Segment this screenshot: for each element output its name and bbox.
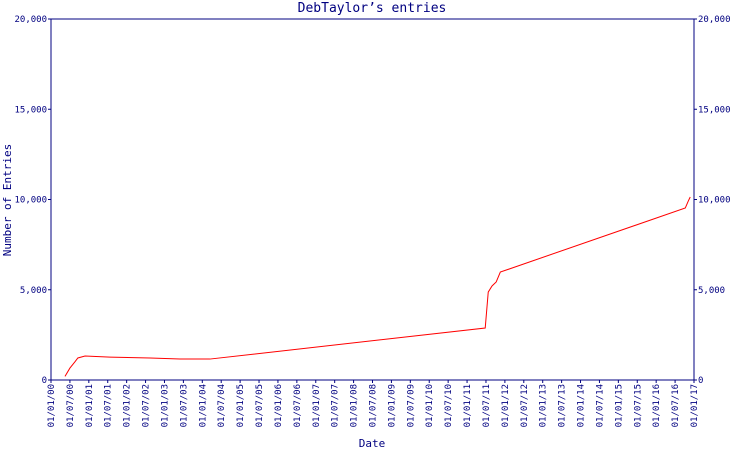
y-tick-label: 5,000 — [20, 286, 47, 296]
x-tick-label: 01/01/00 — [47, 384, 57, 427]
x-tick-label: 01/07/09 — [406, 384, 416, 427]
x-tick-label: 01/01/05 — [236, 384, 246, 427]
x-tick-label: 01/01/06 — [274, 384, 284, 427]
plot-frame — [50, 18, 695, 381]
y-tick-label: 10,000 — [14, 196, 47, 206]
x-tick-label: 01/01/14 — [577, 384, 587, 427]
x-tick-label: 01/01/12 — [501, 384, 511, 427]
x-tick-label: 01/01/09 — [387, 384, 397, 427]
y-tick-label: 20,000 — [14, 15, 47, 25]
y-tick-label: 15,000 — [14, 105, 47, 115]
x-tick-label: 01/01/03 — [160, 384, 170, 427]
x-tick-label: 01/01/10 — [425, 384, 435, 427]
x-tick-label: 01/07/16 — [671, 384, 681, 427]
x-tick-label: 01/01/08 — [350, 384, 360, 427]
x-tick-label: 01/07/05 — [255, 384, 265, 427]
x-axis-title: Date — [359, 437, 386, 450]
x-tick-label: 01/01/15 — [614, 384, 624, 427]
x-tick-label: 01/07/10 — [444, 384, 454, 427]
x-tick-label: 01/01/17 — [690, 384, 700, 427]
y2-tick-label: 5,000 — [698, 286, 725, 296]
x-tick-label: 01/07/01 — [104, 384, 114, 427]
x-tick-label: 01/07/06 — [293, 384, 303, 427]
x-tick-label: 01/01/13 — [539, 384, 549, 427]
x-tick-label: 01/01/04 — [198, 384, 208, 427]
x-tick-label: 01/07/13 — [558, 384, 568, 427]
x-tick-label: 01/01/02 — [123, 384, 133, 427]
y2-tick-label: 0 — [698, 376, 703, 386]
x-tick-label: 01/07/03 — [179, 384, 189, 427]
y2-tick-label: 10,000 — [698, 196, 731, 206]
x-tick-label: 01/07/04 — [217, 384, 227, 427]
data-line — [64, 196, 691, 377]
x-tick-label: 01/07/15 — [633, 384, 643, 427]
y2-tick-label: 20,000 — [698, 15, 731, 25]
x-tick-label: 01/07/07 — [331, 384, 341, 427]
y-tick-label: 0 — [42, 376, 47, 386]
x-tick-label: 01/07/08 — [369, 384, 379, 427]
x-tick-label: 01/07/12 — [520, 384, 530, 427]
x-tick-label: 01/07/11 — [482, 384, 492, 427]
x-tick-label: 01/01/11 — [463, 384, 473, 427]
x-tick-label: 01/07/14 — [595, 384, 605, 427]
x-tick-label: 01/07/02 — [142, 384, 152, 427]
x-tick-label: 01/01/01 — [85, 384, 95, 427]
x-tick-label: 01/01/07 — [312, 384, 322, 427]
x-tick-label: 01/07/00 — [66, 384, 76, 427]
y2-tick-label: 15,000 — [698, 105, 731, 115]
chart-title: DebTaylor’s entries — [298, 1, 447, 16]
x-tick-label: 01/01/16 — [652, 384, 662, 427]
y-axis-title: Number of Entries — [1, 144, 14, 257]
